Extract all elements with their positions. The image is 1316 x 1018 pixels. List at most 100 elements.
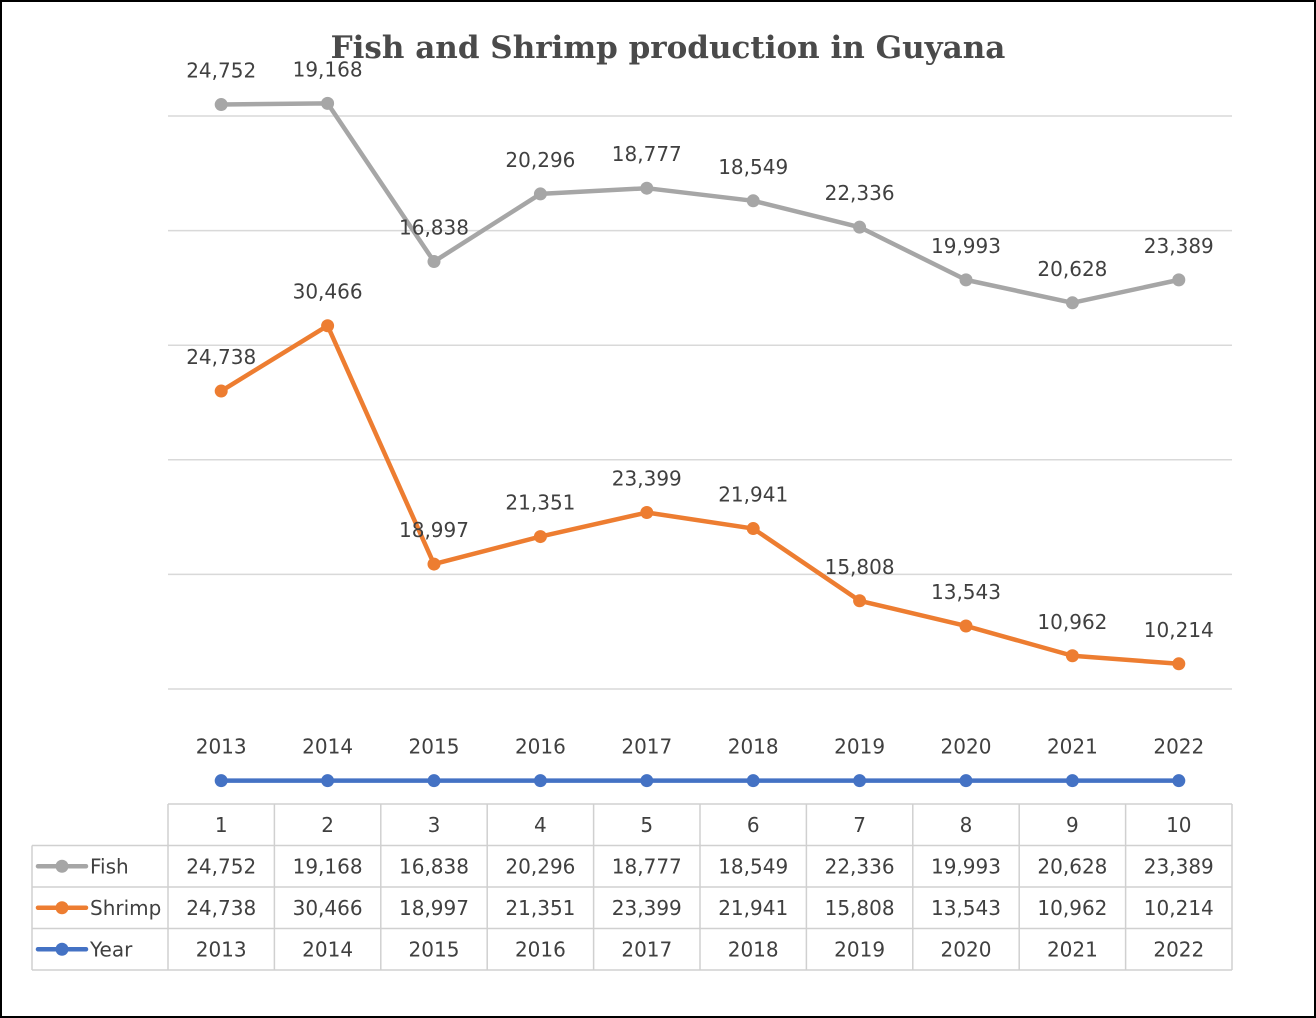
shrimp-point-5[interactable] (640, 506, 654, 520)
shrimp-point-3[interactable] (427, 557, 441, 571)
table-shrimp-cell-6: 21,941 (718, 896, 788, 920)
table-header-cell-1: 1 (215, 813, 228, 837)
shrimp-data-label-4: 21,351 (505, 491, 575, 515)
year-point-1[interactable] (214, 774, 228, 788)
fish-point-3[interactable] (427, 255, 441, 269)
year-data-label-4: 2016 (515, 735, 566, 759)
fish-data-label-3: 16,838 (399, 216, 469, 240)
table-fish-cell-6: 18,549 (718, 854, 788, 878)
table-year-cell-10: 2022 (1153, 937, 1204, 961)
table-header-cell-9: 9 (1066, 813, 1079, 837)
year-data-label-10: 2022 (1153, 735, 1204, 759)
fish-point-1[interactable] (214, 98, 228, 112)
table-fish-cell-5: 18,777 (612, 854, 682, 878)
table-year-cell-8: 2020 (941, 937, 992, 961)
fish-point-8[interactable] (959, 273, 973, 287)
table-shrimp-cell-10: 10,214 (1144, 896, 1214, 920)
fish-line (218, 101, 1182, 306)
fish-point-5[interactable] (640, 181, 654, 195)
year-data-label-5: 2017 (621, 735, 672, 759)
table-fish-cell-10: 23,389 (1144, 854, 1214, 878)
series-group: 24,752 19,168 16,838 20,296 18,777 18,549 22,3… (186, 57, 1214, 788)
year-data-label-6: 2018 (728, 735, 779, 759)
table-shrimp-cell-8: 13,543 (931, 896, 1001, 920)
year-point-10[interactable] (1172, 774, 1186, 788)
year-data-label-3: 2015 (409, 735, 460, 759)
shrimp-data-label-8: 13,543 (931, 580, 1001, 604)
fish-data-label-2: 19,168 (293, 57, 363, 81)
fish-data-label-9: 20,628 (1037, 257, 1107, 281)
legend-fish-label: Fish (90, 854, 129, 878)
chart-title: Fish and Shrimp production in Guyana (331, 30, 1006, 66)
legend-fish[interactable]: Fish (35, 854, 129, 878)
shrimp-data-label-5: 23,399 (612, 467, 682, 491)
table-year-cell-5: 2017 (621, 937, 672, 961)
year-point-9[interactable] (1065, 774, 1079, 788)
shrimp-point-2[interactable] (321, 319, 335, 333)
fish-point-4[interactable] (533, 187, 547, 201)
table-header-cell-7: 7 (853, 813, 866, 837)
shrimp-point-9[interactable] (1065, 649, 1079, 663)
year-point-5[interactable] (640, 774, 654, 788)
table-year-cell-6: 2018 (728, 937, 779, 961)
table-year-cell-2: 2014 (302, 937, 353, 961)
fish-point-2[interactable] (321, 96, 335, 110)
legend-shrimp-label: Shrimp (90, 896, 161, 920)
table-shrimp-cell-1: 24,738 (186, 896, 256, 920)
table-year-cell-9: 2021 (1047, 937, 1098, 961)
fish-data-label-8: 19,993 (931, 234, 1001, 258)
shrimp-point-8[interactable] (959, 619, 973, 633)
fish-point-6[interactable] (746, 194, 760, 208)
legend-shrimp[interactable]: Shrimp (35, 896, 161, 920)
fish-data-label-4: 20,296 (505, 148, 575, 172)
table-fish-cell-2: 19,168 (293, 854, 363, 878)
fish-data-label-7: 22,336 (825, 181, 895, 205)
year-point-2[interactable] (321, 774, 335, 788)
table-fish-cell-7: 22,336 (825, 854, 895, 878)
shrimp-data-label-9: 10,962 (1037, 610, 1107, 634)
year-data-label-2: 2014 (302, 735, 353, 759)
shrimp-point-10[interactable] (1172, 657, 1186, 671)
fish-data-label-10: 23,389 (1144, 234, 1214, 258)
table-year-cell-4: 2016 (515, 937, 566, 961)
fish-series: 24,752 19,168 16,838 20,296 18,777 18,549 22,3… (186, 57, 1214, 310)
shrimp-line (218, 323, 1182, 667)
table-year-cell-1: 2013 (196, 937, 247, 961)
table-header-cell-10: 10 (1166, 813, 1191, 837)
year-point-4[interactable] (533, 774, 547, 788)
fish-data-label-6: 18,549 (718, 155, 788, 179)
table-shrimp-cell-7: 15,808 (825, 896, 895, 920)
year-data-label-9: 2021 (1047, 735, 1098, 759)
table-shrimp-cell-2: 30,466 (293, 896, 363, 920)
shrimp-data-label-3: 18,997 (399, 518, 469, 542)
shrimp-point-7[interactable] (853, 594, 867, 608)
table-header-cell-5: 5 (640, 813, 653, 837)
table-fish-cell-4: 20,296 (505, 854, 575, 878)
table-fish-cell-8: 19,993 (931, 854, 1001, 878)
year-point-3[interactable] (427, 774, 441, 788)
table-header-cell-3: 3 (428, 813, 441, 837)
fish-point-10[interactable] (1172, 273, 1186, 287)
gridlines (168, 115, 1232, 690)
shrimp-point-1[interactable] (214, 384, 228, 398)
legend-year[interactable]: Year (35, 937, 133, 961)
year-point-6[interactable] (746, 774, 760, 788)
year-point-8[interactable] (959, 774, 973, 788)
legend-fish-marker (55, 859, 69, 873)
table-year-cell-3: 2015 (409, 937, 460, 961)
table-fish-cell-3: 16,838 (399, 854, 469, 878)
shrimp-data-label-1: 24,738 (186, 345, 256, 369)
legend-year-label: Year (89, 937, 133, 961)
table-header-cell-4: 4 (534, 813, 547, 837)
table-shrimp-cell-4: 21,351 (505, 896, 575, 920)
year-point-7[interactable] (853, 774, 867, 788)
table-fish-cell-9: 20,628 (1037, 854, 1107, 878)
shrimp-point-6[interactable] (746, 522, 760, 536)
fish-point-7[interactable] (853, 220, 867, 234)
legend-shrimp-marker (55, 901, 69, 915)
fish-point-9[interactable] (1065, 296, 1079, 310)
shrimp-point-4[interactable] (533, 530, 547, 544)
table-header-cell-8: 8 (960, 813, 973, 837)
